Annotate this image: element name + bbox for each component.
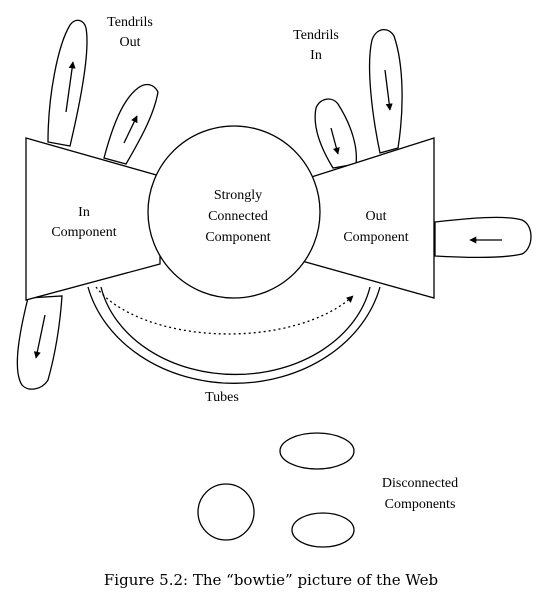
disconnected-ellipse-top [279,432,355,470]
tendril-lower-left-arrow [33,314,46,359]
in-component-shape [25,137,161,301]
tendril-in-long [368,29,403,154]
label-disconnected-2: Components [385,497,456,512]
label-out-component-2: Component [343,230,408,245]
scc-circle [147,125,321,299]
disconnected-circle [197,483,255,541]
label-in-component-2: Component [51,225,116,240]
tendril-in-short-arrow [330,127,340,155]
label-tendrils-in-1: Tendrils [293,28,339,43]
label-tendrils-out-1: Tendrils [107,15,153,30]
tube-path [95,286,354,335]
label-in-component-1: In [78,205,90,220]
label-tubes: Tubes [205,390,239,405]
tendril-out-long-arrow [65,61,76,113]
label-out-component-1: Out [366,209,387,224]
tendril-right [434,216,532,258]
tendril-in-short [314,98,358,169]
tube-inner [100,286,371,376]
figure-caption: Figure 5.2: The “bowtie” picture of the … [104,571,438,589]
label-scc-2: Connected [208,209,268,224]
label-tendrils-in-2: In [310,48,322,63]
label-scc-3: Component [205,230,270,245]
tendril-out-short [103,83,159,165]
tendril-out-short-arrow [123,115,138,144]
tube-outer [87,286,381,384]
label-scc-1: Strongly [214,188,262,203]
disconnected-ellipse-bottom [291,512,355,548]
label-tendrils-out-2: Out [120,35,141,50]
tendril-out-long [47,19,88,147]
tendril-in-long-arrow [384,69,393,111]
label-disconnected-1: Disconnected [382,476,458,491]
